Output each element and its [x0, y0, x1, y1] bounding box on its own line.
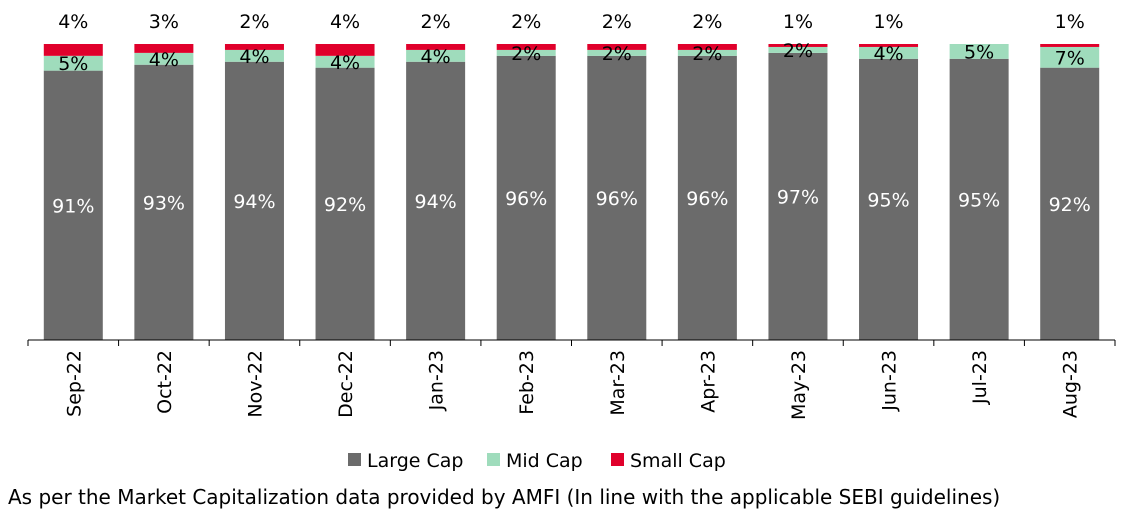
bar-large-cap-jul-23: [949, 58, 1009, 341]
data-label-small-cap-jun-23: 1%: [873, 11, 903, 33]
bar-mid-cap-aug-23: [1040, 46, 1100, 68]
data-label-large-cap-feb-23: 96%: [505, 188, 547, 210]
bar-small-cap-may-23: [768, 44, 828, 47]
data-label-small-cap-apr-23: 2%: [692, 11, 722, 33]
data-label-large-cap-jun-23: 95%: [867, 189, 909, 211]
data-label-large-cap-nov-22: 94%: [233, 191, 275, 213]
bar-small-cap-nov-22: [224, 44, 284, 50]
bar-mid-cap-mar-23: [587, 49, 647, 56]
bar-large-cap-dec-22: [315, 67, 375, 341]
bar-small-cap-jan-23: [406, 44, 466, 50]
bar-small-cap-aug-23: [1040, 44, 1100, 47]
data-label-mid-cap-aug-23: 7%: [1055, 47, 1085, 69]
bar-large-cap-apr-23: [677, 55, 737, 341]
bar-large-cap-may-23: [768, 52, 828, 340]
data-label-small-cap-sep-22: 4%: [58, 11, 88, 33]
data-label-mid-cap-jul-23: 5%: [964, 41, 994, 63]
legend-label-mid-cap: Mid Cap: [506, 450, 583, 472]
bar-large-cap-jun-23: [859, 58, 919, 341]
data-label-large-cap-jan-23: 94%: [415, 191, 457, 213]
data-label-mid-cap-nov-22: 4%: [239, 46, 269, 68]
x-tick-label-sep-22: Sep-22: [63, 350, 85, 417]
data-label-small-cap-mar-23: 2%: [602, 11, 632, 33]
bar-small-cap-dec-22: [315, 44, 375, 56]
x-tick-label-dec-22: Dec-22: [335, 350, 357, 418]
data-label-small-cap-may-23: 1%: [783, 11, 813, 33]
bar-small-cap-jun-23: [859, 44, 919, 47]
bar-mid-cap-apr-23: [677, 49, 737, 56]
bar-small-cap-mar-23: [587, 44, 647, 50]
x-tick-label-aug-23: Aug-23: [1060, 350, 1082, 418]
data-label-mid-cap-apr-23: 2%: [692, 43, 722, 65]
data-label-mid-cap-may-23: 2%: [783, 40, 813, 62]
bars-group: [43, 44, 1100, 341]
data-label-large-cap-aug-23: 92%: [1049, 194, 1091, 216]
x-tick-label-jan-23: Jan-23: [426, 350, 448, 411]
bar-mid-cap-oct-22: [134, 52, 194, 65]
data-label-large-cap-jul-23: 95%: [958, 189, 1000, 211]
data-label-large-cap-dec-22: 92%: [324, 194, 366, 216]
legend-swatch-large-cap: [348, 453, 361, 466]
legend: Large Cap Mid Cap Small Cap: [348, 450, 726, 472]
x-tick-label-may-23: May-23: [788, 350, 810, 420]
x-ticks-group: Sep-22 Oct-22 Nov-22 Dec-22 Jan-23 Feb-23 Mar-…: [27, 340, 1116, 420]
bar-mid-cap-sep-22: [43, 55, 103, 71]
data-label-small-cap-jan-23: 2%: [421, 11, 451, 33]
data-label-mid-cap-jan-23: 4%: [421, 46, 451, 68]
bar-small-cap-feb-23: [496, 44, 556, 50]
data-label-mid-cap-jun-23: 4%: [873, 43, 903, 65]
bar-large-cap-oct-22: [134, 64, 194, 340]
bar-large-cap-sep-22: [43, 70, 103, 340]
bar-mid-cap-nov-22: [224, 49, 284, 62]
bar-mid-cap-dec-22: [315, 55, 375, 68]
bar-large-cap-aug-23: [1040, 67, 1100, 341]
x-tick-label-apr-23: Apr-23: [697, 350, 719, 413]
x-tick-label-mar-23: Mar-23: [607, 350, 629, 416]
legend-swatch-mid-cap: [487, 453, 500, 466]
data-label-small-cap-nov-22: 2%: [239, 11, 269, 33]
data-label-small-cap-oct-22: 3%: [149, 11, 179, 33]
data-label-large-cap-may-23: 97%: [777, 186, 819, 208]
bar-large-cap-nov-22: [224, 61, 284, 340]
x-tick-label-jul-23: Jul-23: [969, 350, 991, 405]
legend-swatch-small-cap: [611, 453, 624, 466]
data-label-small-cap-dec-22: 4%: [330, 11, 360, 33]
data-label-small-cap-aug-23: 1%: [1055, 11, 1085, 33]
legend-label-large-cap: Large Cap: [367, 450, 463, 472]
data-label-mid-cap-sep-22: 5%: [58, 53, 88, 75]
x-tick-label-oct-22: Oct-22: [154, 350, 176, 414]
footnote: As per the Market Capitalization data pr…: [8, 485, 1000, 509]
bar-large-cap-feb-23: [496, 55, 556, 341]
legend-label-small-cap: Small Cap: [630, 450, 726, 472]
x-tick-label-jun-23: Jun-23: [879, 350, 901, 412]
bar-large-cap-mar-23: [587, 55, 647, 341]
data-label-mid-cap-dec-22: 4%: [330, 52, 360, 74]
data-labels-group: 91% 5% 4% 93% 4% 3% 94% 4% 2% 92% 4% 4% 94% 4% 2% 96% 2%…: [52, 11, 1091, 217]
bar-small-cap-apr-23: [677, 44, 737, 50]
bar-large-cap-jan-23: [406, 61, 466, 340]
bar-small-cap-oct-22: [134, 44, 194, 53]
data-label-mid-cap-oct-22: 4%: [149, 49, 179, 71]
bar-mid-cap-may-23: [768, 46, 828, 53]
bar-mid-cap-jan-23: [406, 49, 466, 62]
bar-mid-cap-jun-23: [859, 46, 919, 59]
data-label-small-cap-feb-23: 2%: [511, 11, 541, 33]
data-label-large-cap-sep-22: 91%: [52, 195, 94, 217]
bar-mid-cap-jul-23: [949, 44, 1009, 59]
bar-small-cap-sep-22: [43, 44, 103, 56]
data-label-large-cap-mar-23: 96%: [596, 188, 638, 210]
x-tick-label-feb-23: Feb-23: [516, 350, 538, 415]
x-tick-label-nov-22: Nov-22: [244, 350, 266, 418]
data-label-mid-cap-mar-23: 2%: [602, 43, 632, 65]
data-label-large-cap-oct-22: 93%: [143, 192, 185, 214]
bar-mid-cap-feb-23: [496, 49, 556, 56]
data-label-mid-cap-feb-23: 2%: [511, 43, 541, 65]
data-label-large-cap-apr-23: 96%: [686, 188, 728, 210]
